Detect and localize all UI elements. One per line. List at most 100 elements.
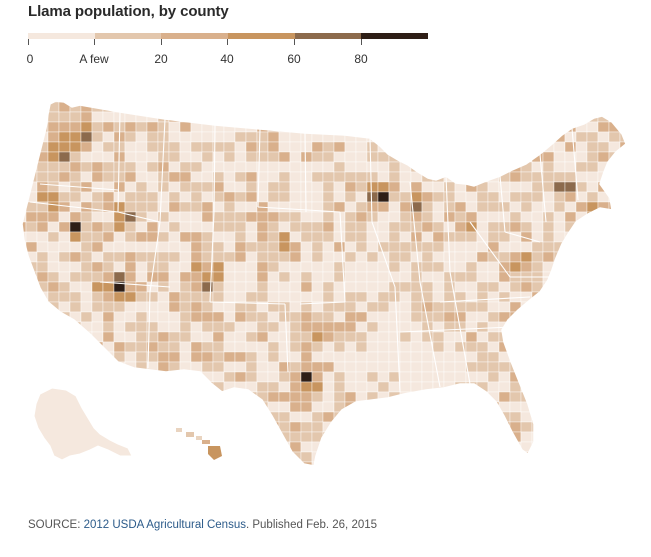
county-cell xyxy=(124,421,137,433)
county-cell xyxy=(399,331,412,343)
county-cell xyxy=(80,161,93,173)
county-cell xyxy=(289,381,302,393)
county-cell xyxy=(553,451,566,463)
county-cell xyxy=(421,101,434,103)
county-cell xyxy=(300,221,313,233)
county-cell xyxy=(234,281,247,293)
county-cell xyxy=(509,341,522,353)
county-cell xyxy=(586,351,599,363)
county-cell xyxy=(311,231,324,243)
county-cell xyxy=(278,261,291,273)
county-cell xyxy=(454,131,467,143)
county-cell xyxy=(399,351,412,363)
county-cell xyxy=(179,451,192,463)
county-cell xyxy=(433,82,444,92)
county-cell xyxy=(212,421,225,433)
county-cell xyxy=(432,121,445,133)
county-cell xyxy=(135,411,148,423)
county-cell xyxy=(531,351,544,363)
county-cell xyxy=(91,451,104,463)
county-cell xyxy=(498,101,511,113)
county-cell xyxy=(168,261,181,273)
county-cell xyxy=(278,101,291,103)
county-cell xyxy=(575,371,588,383)
county-cell xyxy=(531,361,544,373)
county-cell xyxy=(124,171,137,183)
county-cell xyxy=(366,301,379,313)
county-cell xyxy=(69,301,82,313)
county-cell xyxy=(631,192,642,202)
county-cell xyxy=(124,201,137,213)
county-cell xyxy=(553,331,566,343)
county-cell xyxy=(542,211,555,223)
county-cell xyxy=(190,391,203,403)
county-cell xyxy=(443,361,456,373)
county-cell xyxy=(135,201,148,213)
county-cell xyxy=(124,241,137,253)
county-cell xyxy=(157,321,170,333)
county-cell xyxy=(399,131,412,143)
county-cell xyxy=(608,461,621,466)
county-cell xyxy=(333,401,346,413)
legend-label-20: 20 xyxy=(154,52,168,66)
county-cell xyxy=(201,111,214,123)
county-cell xyxy=(388,451,401,463)
county-cell xyxy=(553,381,566,393)
county-cell xyxy=(234,171,247,183)
county-cell xyxy=(344,171,357,183)
county-cell xyxy=(190,111,203,123)
county-cell xyxy=(410,131,423,143)
source-link[interactable]: 2012 USDA Agricultural Census xyxy=(83,519,246,531)
legend-labels: 0 A few 20 40 60 80 xyxy=(27,52,430,66)
county-cell xyxy=(631,222,642,232)
county-cell xyxy=(355,331,368,343)
county-cell xyxy=(487,111,500,123)
county-cell xyxy=(531,401,544,413)
county-cell xyxy=(157,271,170,283)
county-cell xyxy=(510,82,521,92)
county-cell xyxy=(421,201,434,213)
county-cell xyxy=(531,451,544,463)
county-cell xyxy=(377,161,390,173)
county-cell xyxy=(289,401,302,413)
county-cell xyxy=(179,381,192,393)
county-cell xyxy=(234,421,247,433)
county-cell xyxy=(234,341,247,353)
county-cell xyxy=(92,72,103,82)
county-cell xyxy=(498,131,511,143)
legend-label-80: 80 xyxy=(354,52,368,66)
county-cell xyxy=(223,201,236,213)
county-cell xyxy=(355,221,368,233)
county-cell xyxy=(366,381,379,393)
county-cell xyxy=(102,381,115,393)
county-cell xyxy=(597,101,610,103)
county-cell xyxy=(564,391,577,403)
county-cell xyxy=(322,451,335,463)
county-cell xyxy=(564,411,577,423)
state-border-line xyxy=(571,127,579,201)
county-cell xyxy=(234,101,247,113)
county-cell xyxy=(432,181,445,193)
state-borders xyxy=(29,111,579,393)
county-cell xyxy=(124,351,137,363)
county-cell xyxy=(355,301,368,313)
county-cell xyxy=(47,131,60,143)
county-cell xyxy=(509,131,522,143)
county-cell xyxy=(586,441,599,453)
county-cell xyxy=(36,221,49,233)
county-cell xyxy=(531,201,544,213)
county-cell xyxy=(333,291,346,303)
county-cell xyxy=(619,121,626,133)
county-cell xyxy=(289,391,302,403)
county-cell xyxy=(333,131,346,143)
county-cell xyxy=(300,331,313,343)
county-cell xyxy=(48,82,59,92)
county-cell xyxy=(344,291,357,303)
county-cell xyxy=(498,431,511,443)
county-cell xyxy=(69,101,82,103)
county-cell xyxy=(190,231,203,243)
county-cell xyxy=(553,301,566,313)
county-cell xyxy=(432,361,445,373)
county-cell xyxy=(553,211,566,223)
county-cell xyxy=(300,211,313,223)
